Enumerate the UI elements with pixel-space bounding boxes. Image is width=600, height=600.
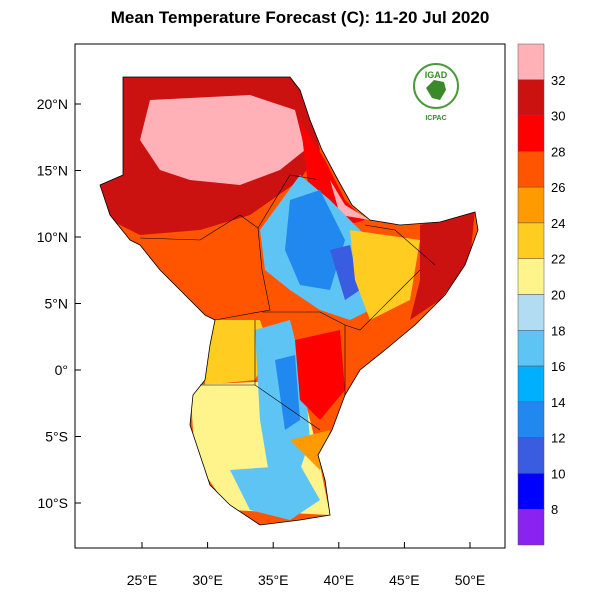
x-tick-label: 35°E bbox=[258, 572, 289, 588]
y-tick-label: 0° bbox=[55, 362, 68, 378]
colorbar-label: 22 bbox=[551, 252, 565, 267]
colorbar-label: 28 bbox=[551, 144, 565, 159]
y-tick-label: 5°N bbox=[45, 296, 69, 312]
icpac-logo: IGAD ICPAC bbox=[408, 60, 464, 122]
colorbar-label: 30 bbox=[551, 109, 565, 124]
x-tick-label: 40°E bbox=[324, 572, 355, 588]
y-tick-label: 10°S bbox=[37, 495, 68, 511]
y-axis-ticks: 20°N 15°N 10°N 5°N 0° 5°S 10°S bbox=[37, 96, 81, 511]
y-tick-label: 20°N bbox=[37, 96, 68, 112]
colorbar-label: 24 bbox=[551, 216, 565, 231]
colorbar-label: 8 bbox=[551, 502, 558, 517]
colorbar-label: 10 bbox=[551, 466, 565, 481]
y-tick-label: 5°S bbox=[45, 429, 68, 445]
colorbar-label: 16 bbox=[551, 359, 565, 374]
colorbar-swatch bbox=[517, 473, 545, 510]
colorbar-swatch bbox=[517, 437, 545, 474]
colorbar-label: 18 bbox=[551, 323, 565, 338]
colorbar-label: 14 bbox=[551, 395, 565, 410]
y-tick-label: 15°N bbox=[37, 163, 68, 179]
x-tick-label: 45°E bbox=[389, 572, 420, 588]
colorbar-swatch bbox=[517, 401, 545, 438]
colorbar-swatch bbox=[517, 151, 545, 188]
colorbar-label: 26 bbox=[551, 180, 565, 195]
colorbar-swatch bbox=[517, 222, 545, 259]
colorbar-swatch bbox=[517, 79, 545, 116]
colorbar-label: 12 bbox=[551, 431, 565, 446]
x-axis-ticks: 25°E 30°E 35°E 40°E 45°E 50°E bbox=[127, 542, 486, 588]
region-outline bbox=[99, 76, 479, 526]
y-tick-label: 10°N bbox=[37, 229, 68, 245]
colorbar-swatch bbox=[517, 508, 545, 546]
colorbar-swatch bbox=[517, 294, 545, 331]
x-tick-label: 30°E bbox=[192, 572, 223, 588]
colorbar-swatch bbox=[517, 258, 545, 295]
svg-text:IGAD: IGAD bbox=[425, 70, 448, 80]
colorbar-swatch bbox=[517, 43, 545, 81]
colorbar-swatch bbox=[517, 330, 545, 367]
colorbar-label: 20 bbox=[551, 288, 565, 303]
svg-text:ICPAC: ICPAC bbox=[425, 115, 446, 122]
country-borders bbox=[139, 174, 436, 431]
colorbar-swatch bbox=[517, 186, 545, 224]
x-tick-label: 25°E bbox=[127, 572, 158, 588]
colorbar-swatch bbox=[517, 365, 545, 403]
x-tick-label: 50°E bbox=[455, 572, 486, 588]
colorbar: 32 30 28 26 24 22 20 18 16 14 12 10 8 bbox=[517, 43, 565, 546]
colorbar-swatch bbox=[517, 115, 545, 152]
map-title: Mean Temperature Forecast (C): 11-20 Jul… bbox=[110, 8, 490, 27]
colorbar-label: 32 bbox=[551, 73, 565, 88]
